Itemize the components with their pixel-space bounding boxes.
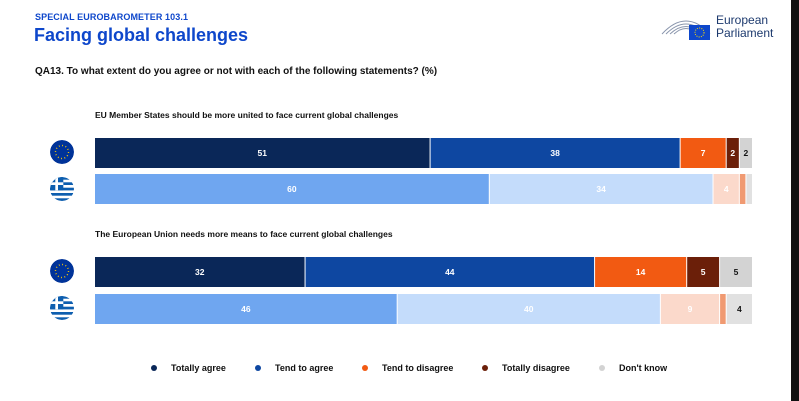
- logo-line-2: Parliament: [716, 26, 774, 40]
- legend-item: Totally agree: [151, 363, 226, 373]
- bar-value-label: 44: [445, 267, 455, 277]
- bar-segment: [746, 174, 752, 204]
- question-text: QA13. To what extent do you agree or not…: [35, 66, 438, 77]
- legend-dot: [362, 365, 368, 371]
- parliament-emblem-icon: [661, 20, 711, 40]
- bar-segment: [680, 138, 726, 168]
- legend-item: Tend to disagree: [362, 363, 453, 373]
- legend-dot: [599, 365, 605, 371]
- bar-segment: [95, 174, 489, 204]
- bar-value-label: 34: [596, 184, 606, 194]
- eu-flag-icon: [50, 140, 74, 164]
- bar-value-label: 46: [241, 304, 251, 314]
- bar-segment: [687, 257, 720, 287]
- bar-segment: [739, 138, 752, 168]
- legend-item: Totally disagree: [482, 363, 570, 373]
- bar-value-label: 4: [737, 304, 742, 314]
- bar-segment: [95, 138, 430, 168]
- bar-segment: [726, 138, 739, 168]
- bar-value-label: 60: [287, 184, 297, 194]
- legend-item: Tend to agree: [255, 363, 333, 373]
- bar-segment: [95, 294, 397, 324]
- survey-supertitle: SPECIAL EUROBAROMETER 103.1: [35, 12, 189, 22]
- legend-dot: [482, 365, 488, 371]
- statement-1-label: EU Member States should be more united t…: [95, 110, 399, 120]
- statement-2-label: The European Union needs more means to f…: [95, 229, 393, 239]
- bar-value-label: 4: [724, 184, 729, 194]
- bar-value-label: 51: [258, 148, 268, 158]
- bar-segment: [739, 174, 746, 204]
- bar-value-label: 5: [734, 267, 739, 277]
- bar-value-label: 9: [688, 304, 693, 314]
- bar-value-label: 2: [730, 148, 735, 158]
- bar-segment: [660, 294, 720, 324]
- bar-value-label: 7: [701, 148, 706, 158]
- legend-label: Tend to disagree: [382, 363, 454, 373]
- bar-segment: [595, 257, 687, 287]
- bar-segment: [430, 138, 680, 168]
- greece-flag-icon: [50, 177, 74, 201]
- legend-label: Tend to agree: [275, 363, 334, 373]
- eu-flag-icon: [50, 259, 74, 283]
- page-title: Facing global challenges: [34, 25, 249, 45]
- bar-value-label: 14: [636, 267, 646, 277]
- bar-value-label: 40: [524, 304, 534, 314]
- bar-value-label: 32: [195, 267, 205, 277]
- bar-value-label: 38: [550, 148, 560, 158]
- legend-dot: [255, 365, 261, 371]
- bar-segment: [720, 294, 726, 324]
- european-parliament-logo: European Parliament: [660, 12, 780, 44]
- greece-flag-icon: [50, 296, 74, 320]
- legend-label: Totally disagree: [502, 363, 570, 373]
- legend-label: Totally agree: [171, 363, 226, 373]
- bar-segment: [305, 257, 595, 287]
- legend-item: Don't know: [599, 363, 667, 373]
- bar-segment: [489, 174, 713, 204]
- legend-dot: [151, 365, 157, 371]
- bar-value-label: 2: [744, 148, 749, 158]
- logo-wordmark: European Parliament: [716, 14, 773, 40]
- bar-segment: [726, 294, 752, 324]
- legend-label: Don't know: [619, 363, 668, 373]
- bar-segment: [713, 174, 739, 204]
- bar-value-label: 5: [701, 267, 706, 277]
- chart-legend: Totally agree Tend to agree Tend to disa…: [0, 363, 791, 377]
- bar-segment: [95, 257, 305, 287]
- bar-segment: [720, 257, 752, 287]
- logo-line-1: European: [716, 13, 769, 27]
- bar-segment: [397, 294, 660, 324]
